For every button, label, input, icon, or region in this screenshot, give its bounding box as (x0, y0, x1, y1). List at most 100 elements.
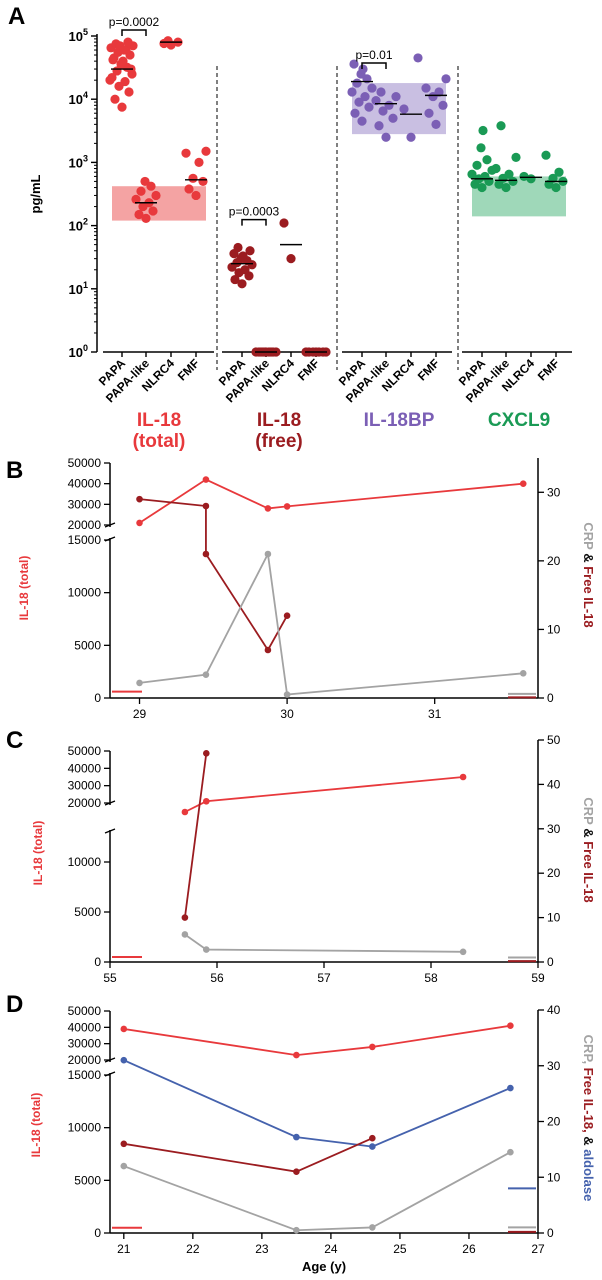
right-axis-label: CRP & Free IL-18 (581, 797, 596, 902)
series-point (202, 476, 210, 483)
data-point (478, 125, 488, 136)
series-line (139, 498, 288, 652)
left-tick-label: 40000 (68, 477, 102, 491)
group-title: (total) (133, 431, 186, 452)
series-point (519, 670, 527, 677)
right-tick-label: 20 (547, 1115, 561, 1129)
data-point (240, 265, 250, 275)
data-point (201, 146, 211, 156)
data-point (496, 121, 506, 131)
series-point (120, 1140, 128, 1148)
y-tick-exp: 4 (83, 90, 88, 100)
data-point (378, 106, 388, 116)
series-point (283, 691, 291, 698)
left-tick-label: 10000 (68, 1121, 102, 1135)
right-axis-label-part: Free IL-18 (581, 841, 596, 902)
left-tick-label: 30000 (68, 779, 102, 793)
right-tick-label: 20 (547, 866, 561, 880)
data-point (105, 75, 115, 85)
left-tick-label: 15000 (68, 1068, 102, 1082)
data-point (482, 155, 492, 165)
y-tick-label: 102 (69, 217, 88, 234)
y-tick-label: 101 (69, 280, 88, 297)
series-line (184, 753, 208, 918)
series-line (123, 1024, 511, 1057)
data-point (358, 64, 368, 74)
data-point (519, 171, 529, 182)
data-point (472, 160, 482, 170)
axis-break-mark (104, 828, 116, 834)
panel-a: Apg/mL100101102103104105PAPAPAPA-likeNLR… (8, 3, 572, 452)
series-point (203, 946, 210, 953)
right-tick-label: 40 (547, 777, 561, 791)
data-point (124, 87, 134, 97)
left-tick-label: 40000 (68, 1020, 102, 1034)
series-line (139, 551, 524, 696)
x-tick-label: 25 (393, 1242, 407, 1256)
data-point (434, 87, 444, 97)
data-point (350, 108, 360, 118)
data-point (477, 182, 487, 193)
y-tick-exp: 0 (83, 343, 88, 353)
right-axis-label-part: & (581, 825, 596, 842)
right-tick-label: 0 (547, 691, 554, 705)
series-point (181, 914, 189, 921)
y-tick-base: 10 (69, 345, 83, 360)
panel-label-c: C (6, 727, 23, 754)
p-value-label: p=0.0002 (109, 15, 160, 29)
left-tick-label: 15000 (68, 533, 102, 547)
data-point (230, 274, 240, 285)
series-point (202, 671, 210, 678)
series-line (123, 1137, 373, 1173)
panel-label-a: A (8, 3, 25, 30)
data-point (188, 173, 198, 183)
right-tick-label: 0 (547, 955, 554, 969)
left-tick-label: 20000 (68, 796, 102, 810)
data-point (238, 251, 248, 261)
left-axis-label: IL-18 (total) (29, 1093, 43, 1158)
data-point (233, 242, 243, 253)
right-axis-label: CRP, Free IL-18, & aldolase (581, 1035, 596, 1202)
left-tick-label: 50000 (68, 744, 102, 758)
group-title: IL-18BP (364, 410, 435, 431)
p-value-label: p=0.0003 (229, 205, 280, 219)
panel-label-d: D (6, 991, 23, 1018)
left-tick-label: 5000 (74, 905, 101, 919)
data-point (371, 96, 381, 106)
series-point (181, 931, 189, 938)
significance-bracket (121, 29, 147, 36)
x-tick-label: 57 (317, 971, 331, 985)
series-point (507, 1084, 514, 1092)
series-point (293, 1051, 300, 1059)
series-point (519, 480, 527, 487)
right-tick-label: 40 (547, 1003, 561, 1017)
left-tick-label: 30000 (68, 497, 102, 511)
series-point (136, 679, 143, 687)
series-point (120, 1162, 128, 1170)
series-point (202, 502, 210, 510)
panel-d: D 20000 30000 40000 50000 0 5000 10000 15000 IL-1… (6, 991, 596, 1274)
panel-label-b: B (6, 457, 23, 484)
data-point (118, 56, 128, 66)
right-tick-label: 30 (547, 822, 561, 836)
data-point (286, 254, 296, 264)
data-point (245, 246, 255, 256)
data-point (123, 37, 133, 47)
data-point (504, 169, 514, 179)
series-point (369, 1143, 376, 1150)
data-point (237, 279, 247, 289)
data-point (381, 132, 391, 142)
data-point (399, 104, 409, 114)
data-point (110, 94, 120, 104)
x-tick-label: 24 (324, 1242, 338, 1256)
data-point (413, 53, 423, 63)
y-tick-label: 100 (69, 343, 88, 360)
data-point (352, 78, 362, 88)
y-tick-base: 10 (69, 155, 83, 170)
data-point (163, 36, 173, 46)
data-point (134, 209, 144, 220)
x-tick-label: 56 (210, 971, 224, 985)
x-tick-label: 58 (424, 971, 438, 985)
